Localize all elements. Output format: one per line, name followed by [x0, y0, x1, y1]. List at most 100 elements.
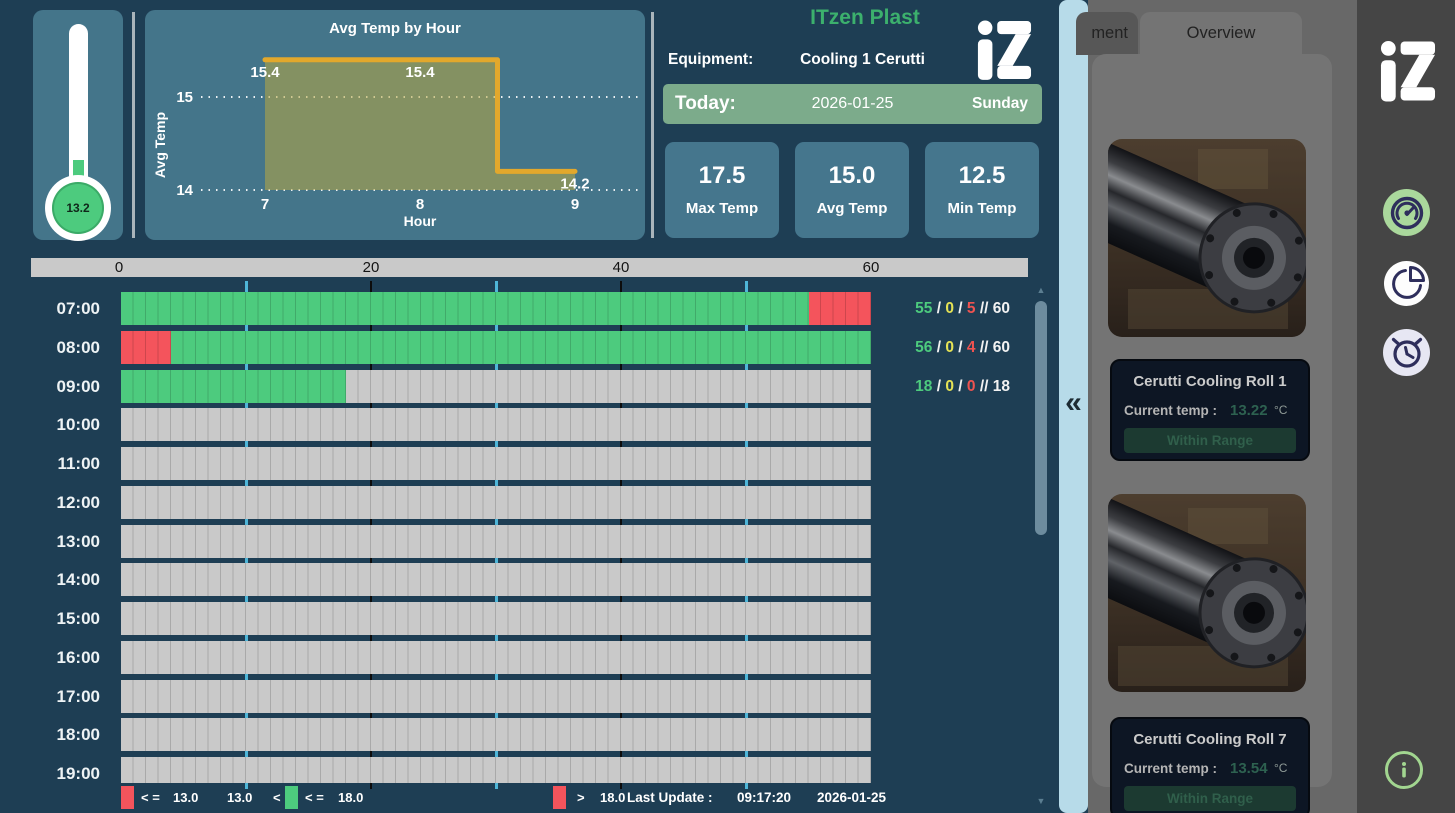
legend-mid-lower: 13.0	[227, 790, 253, 805]
bar-segment-no_data	[121, 757, 871, 783]
minute-cell-grid	[121, 602, 871, 635]
scroll-up-icon[interactable]: ▲	[1036, 285, 1046, 295]
pie-chart-icon	[1391, 265, 1425, 299]
avg-temp-label: Avg Temp	[816, 200, 888, 217]
bar-segment-no_data	[121, 485, 871, 519]
equipment-value: Cooling 1 Cerutti	[800, 51, 925, 68]
info-button[interactable]	[1385, 751, 1423, 789]
bar-segment-no_data	[121, 679, 871, 713]
legend-mid-lower-op: <	[273, 790, 281, 805]
row-time-label: 11:00	[57, 454, 100, 473]
legend-mid-upper: 18.0	[338, 790, 364, 805]
status-within-range-button[interactable]: Within Range	[1124, 428, 1296, 453]
stat-card-min-temp: 12.5 Min Temp	[925, 142, 1039, 238]
info-icon	[1402, 762, 1406, 778]
timeline-row: 16:00	[0, 640, 1059, 674]
row-minute-bar	[121, 447, 871, 480]
monitoring-panel: 13.2 15 14 15.4 15.4 14.2 7 8 9 Hour Avg Temp Avg…	[0, 6, 1059, 809]
bar-segment-no_data	[121, 640, 871, 674]
collapse-chevron-icon[interactable]: «	[1065, 386, 1082, 419]
minute-cell-grid	[121, 292, 871, 325]
roll-card-title: Cerutti Cooling Roll 7	[1133, 731, 1287, 748]
minute-cell-grid	[121, 563, 871, 597]
timeline-row: 10:00	[0, 408, 1059, 442]
minute-axis: 0 20 40 60	[31, 258, 1028, 277]
timeline-row: 15:00	[0, 602, 1059, 635]
row-time-label: 14:00	[56, 570, 100, 590]
stat-card-avg-temp: 15.0 Avg Temp	[795, 142, 909, 238]
row-time-label: 15:00	[56, 609, 100, 628]
today-bar: Today: 2026-01-25 Sunday	[663, 84, 1042, 124]
svg-text:14.2: 14.2	[560, 175, 589, 192]
cooling-roll-card-7: Cerutti Cooling Roll 7 Current temp : 13…	[1110, 717, 1310, 813]
row-minute-bar	[121, 602, 871, 635]
row-minute-bar	[121, 369, 871, 403]
minute-cell-grid	[121, 524, 871, 558]
row-minute-bar	[121, 408, 871, 442]
current-temp-label: Current temp :	[1124, 403, 1218, 418]
row-counts: 55 / 0 / 5 // 60	[915, 300, 1010, 317]
avg-temp-value: 15.0	[828, 162, 876, 189]
scroll-down-icon[interactable]: ▼	[1036, 796, 1046, 806]
pie-chart-view-button[interactable]	[1384, 261, 1429, 306]
svg-text:7: 7	[261, 196, 269, 213]
row-minute-bar	[121, 524, 871, 558]
axis-tick-label: 20	[362, 259, 380, 276]
min-temp-value: 12.5	[958, 162, 1006, 189]
svg-text:15.4: 15.4	[405, 64, 435, 81]
svg-text:Hour: Hour	[404, 213, 437, 229]
timeline-row: 18:00	[0, 718, 1059, 752]
row-minute-bar	[121, 679, 871, 713]
tab-equipment[interactable]: ment	[1076, 12, 1138, 55]
equipment-label: Equipment:	[668, 51, 754, 68]
chart-title: Avg Temp by Hour	[329, 20, 461, 37]
gauge-view-button[interactable]	[1383, 189, 1430, 236]
current-temp-label: Current temp :	[1124, 761, 1218, 776]
row-time-label: 18:00	[56, 725, 100, 745]
timeline-row: 08:00	[0, 330, 1059, 364]
row-time-label: 17:00	[56, 686, 100, 706]
svg-text:9: 9	[571, 196, 579, 213]
app-sidebar	[1357, 0, 1455, 813]
bar-segment-no_data	[346, 369, 871, 403]
legend-mid-swatch	[285, 786, 298, 809]
roll-card-title: Cerutti Cooling Roll 1	[1133, 373, 1287, 390]
timeline-row: 11:00	[0, 447, 1059, 480]
thermometer-value: 13.2	[66, 201, 90, 215]
timeline-row: 14:00	[0, 563, 1059, 597]
scrollbar-thumb[interactable]	[1035, 301, 1047, 535]
alarm-clock-view-button[interactable]	[1383, 329, 1430, 376]
row-counts: 18 / 0 / 0 // 18	[915, 377, 1010, 395]
legend-high-swatch	[553, 786, 566, 809]
timeline-row: 09:00	[0, 369, 1059, 403]
axis-tick-label: 40	[612, 259, 630, 276]
min-temp-label: Min Temp	[947, 200, 1017, 217]
minute-cell-grid	[121, 485, 871, 519]
itzen-logo-icon	[1380, 41, 1436, 102]
bar-segment-in_range	[121, 292, 809, 325]
row-time-label: 09:00	[56, 376, 100, 396]
current-temp-unit: °C	[1274, 761, 1288, 775]
bar-segment-no_data	[121, 602, 871, 635]
overview-panel: ment Overview	[1076, 0, 1357, 813]
last-update-date: 2026-01-25	[817, 790, 887, 805]
panel-splitter[interactable]: «	[1059, 0, 1088, 813]
today-label: Today:	[675, 93, 736, 114]
status-within-range-button[interactable]: Within Range	[1124, 786, 1296, 811]
minute-cell-grid	[121, 640, 871, 674]
bar-segment-no_data	[121, 563, 871, 597]
bar-segment-no_data	[121, 524, 871, 558]
thermometer-bulb: 13.2	[52, 182, 104, 234]
row-counts: 56 / 0 / 4 // 60	[915, 338, 1010, 356]
legend-high-op: >	[577, 790, 585, 805]
overview-tab-content: Cerutti Cooling Roll 1 Current temp : 13…	[1092, 54, 1332, 813]
hourly-timeline: 07:00 08:00 09:00 10:00 11:00 12:00 13:00 14:00…	[0, 283, 1059, 783]
row-minute-bar	[121, 330, 871, 364]
row-minute-bar	[121, 292, 871, 325]
row-time-label: 12:00	[56, 492, 100, 512]
tab-overview[interactable]: Overview	[1140, 12, 1302, 55]
cooling-roll-photo-1	[1108, 139, 1306, 337]
row-minute-bar	[121, 640, 871, 674]
row-time-label: 10:00	[56, 415, 100, 435]
max-temp-label: Max Temp	[685, 200, 759, 217]
